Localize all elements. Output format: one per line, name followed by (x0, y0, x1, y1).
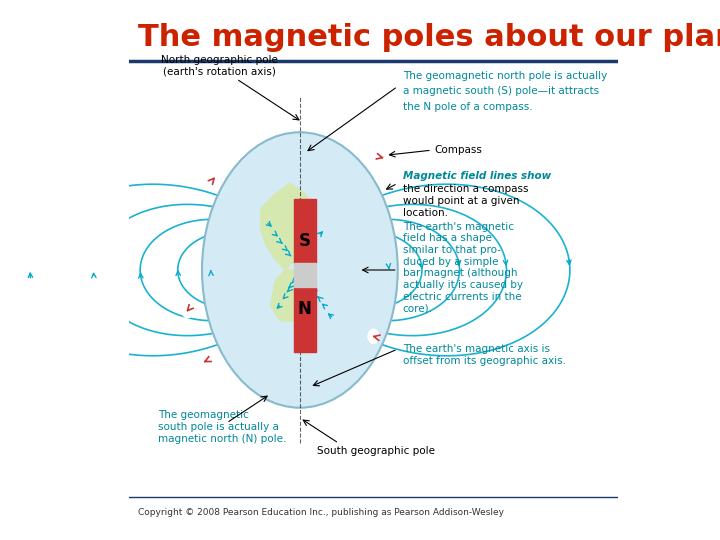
Text: electric currents in the: electric currents in the (402, 292, 521, 302)
Text: location.: location. (402, 208, 448, 218)
Text: field has a shape: field has a shape (402, 233, 492, 244)
Text: S: S (299, 232, 311, 251)
Text: would point at a given: would point at a given (402, 196, 519, 206)
Text: The geomagnetic: The geomagnetic (158, 410, 249, 420)
Text: The earth's magnetic: The earth's magnetic (402, 221, 513, 232)
Text: duced by a simple: duced by a simple (402, 256, 498, 267)
Text: actually it is caused by: actually it is caused by (402, 280, 523, 290)
FancyBboxPatch shape (294, 287, 316, 352)
Text: The earth's magnetic axis is: The earth's magnetic axis is (402, 344, 549, 354)
Text: offset from its geographic axis.: offset from its geographic axis. (402, 356, 566, 366)
Text: core).: core). (402, 303, 433, 314)
FancyBboxPatch shape (294, 199, 316, 263)
Ellipse shape (209, 171, 220, 186)
Polygon shape (271, 270, 305, 321)
Text: The magnetic poles about our planet: The magnetic poles about our planet (138, 23, 720, 52)
Text: Compass: Compass (434, 145, 482, 155)
Text: N: N (298, 300, 312, 318)
Text: South geographic pole: South geographic pole (317, 446, 435, 456)
Text: Copyright © 2008 Pearson Education Inc., publishing as Pearson Addison-Wesley: Copyright © 2008 Pearson Education Inc.,… (138, 508, 505, 517)
Polygon shape (261, 183, 315, 270)
Text: Magnetic field lines show: Magnetic field lines show (402, 171, 551, 180)
FancyBboxPatch shape (294, 263, 316, 287)
Text: The geomagnetic north pole is actually: The geomagnetic north pole is actually (402, 71, 607, 81)
Text: similar to that pro-: similar to that pro- (402, 245, 500, 255)
Text: bar magnet (although: bar magnet (although (402, 268, 517, 279)
Text: the direction a compass: the direction a compass (402, 184, 528, 194)
Ellipse shape (202, 132, 397, 408)
Text: a magnetic south (S) pole—it attracts: a magnetic south (S) pole—it attracts (402, 86, 599, 97)
Text: North geographic pole
(earth's rotation axis): North geographic pole (earth's rotation … (161, 55, 278, 76)
Ellipse shape (199, 354, 210, 369)
Text: magnetic north (N) pole.: magnetic north (N) pole. (158, 434, 287, 444)
Ellipse shape (182, 303, 193, 318)
Ellipse shape (377, 151, 388, 165)
Ellipse shape (368, 329, 379, 343)
Text: the N pole of a compass.: the N pole of a compass. (402, 102, 532, 112)
Text: south pole is actually a: south pole is actually a (158, 422, 279, 432)
